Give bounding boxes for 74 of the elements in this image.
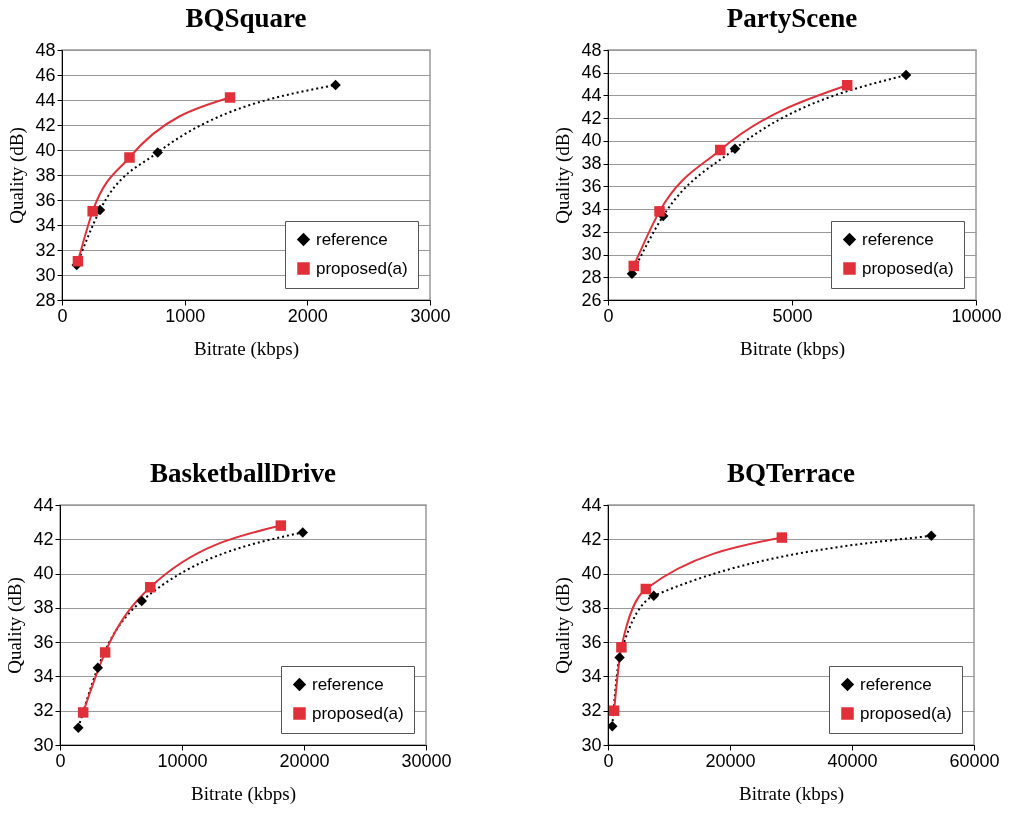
y-tick-label: 42 (33, 528, 54, 549)
y-tick-label: 42 (581, 528, 602, 549)
y-tick-label: 38 (581, 597, 602, 618)
y-tick-label: 30 (581, 244, 602, 265)
y-tick-label: 34 (581, 665, 602, 686)
x-tick-label: 0 (603, 305, 614, 326)
x-axis-title: Bitrate (kbps) (190, 782, 297, 805)
y-tick-label: 34 (581, 198, 602, 219)
chart-title: BQTerrace (727, 458, 855, 488)
x-tick-label: 5000 (772, 305, 813, 326)
y-tick-label: 28 (581, 266, 602, 287)
x-tick-label: 1000 (165, 305, 206, 326)
y-axis-title: Quality (dB) (4, 577, 27, 674)
legend-label: reference (862, 229, 934, 249)
y-tick-label: 40 (581, 563, 602, 584)
y-tick-label: 38 (35, 164, 56, 185)
y-tick-label: 40 (581, 130, 602, 151)
y-tick-label: 34 (33, 665, 54, 686)
x-tick-label: 20000 (705, 750, 756, 771)
y-tick-label: 32 (33, 700, 54, 721)
y-tick-label: 34 (35, 214, 56, 235)
legend-label: reference (860, 674, 932, 694)
x-tick-label: 0 (57, 305, 68, 326)
x-tick-label: 60000 (949, 750, 1000, 771)
y-tick-label: 26 (581, 289, 602, 310)
legend-label: reference (316, 229, 388, 249)
y-tick-label: 30 (35, 264, 56, 285)
x-tick-label: 0 (55, 750, 66, 771)
x-axis-title: Bitrate (kbps) (739, 337, 846, 360)
x-tick-label: 10000 (157, 750, 208, 771)
y-tick-label: 36 (581, 631, 602, 652)
y-tick-label: 42 (35, 114, 56, 135)
x-tick-label: 3000 (410, 305, 451, 326)
y-tick-label: 40 (35, 139, 56, 160)
legend-label: proposed(a) (862, 258, 954, 278)
chart-title: BasketballDrive (150, 458, 337, 488)
chart-title: PartyScene (726, 3, 858, 33)
x-tick-label: 0 (603, 750, 614, 771)
y-tick-label: 36 (33, 631, 54, 652)
legend-label: proposed(a) (860, 703, 952, 723)
y-tick-label: 48 (35, 39, 56, 60)
x-axis-title: Bitrate (kbps) (193, 337, 300, 360)
legend-label: proposed(a) (312, 703, 404, 723)
y-tick-label: 28 (35, 289, 56, 310)
y-tick-label: 32 (581, 221, 602, 242)
y-tick-label: 46 (35, 64, 56, 85)
y-axis-title: Quality (dB) (552, 127, 575, 224)
y-tick-label: 38 (581, 153, 602, 174)
y-tick-label: 36 (581, 175, 602, 196)
y-tick-label: 36 (35, 189, 56, 210)
y-tick-label: 32 (35, 239, 56, 260)
y-tick-label: 38 (33, 597, 54, 618)
y-tick-label: 44 (33, 494, 54, 515)
y-tick-label: 48 (581, 39, 602, 60)
y-tick-label: 44 (581, 494, 602, 515)
x-tick-label: 30000 (401, 750, 452, 771)
x-axis-title: Bitrate (kbps) (738, 782, 845, 805)
y-tick-label: 30 (581, 734, 602, 755)
legend-label: proposed(a) (316, 258, 408, 278)
y-axis-title: Quality (dB) (552, 577, 575, 674)
x-tick-label: 40000 (827, 750, 878, 771)
y-tick-label: 30 (33, 734, 54, 755)
y-tick-label: 44 (35, 89, 56, 110)
x-tick-label: 2000 (287, 305, 328, 326)
legend-label: reference (312, 674, 384, 694)
y-tick-label: 46 (581, 62, 602, 83)
x-tick-label: 10000 (951, 305, 1002, 326)
y-tick-label: 40 (33, 563, 54, 584)
y-tick-label: 32 (581, 700, 602, 721)
chart-title: BQSquare (185, 3, 307, 33)
y-axis-title: Quality (dB) (6, 127, 29, 224)
y-tick-label: 44 (581, 84, 602, 105)
y-tick-label: 42 (581, 107, 602, 128)
x-tick-label: 20000 (279, 750, 330, 771)
